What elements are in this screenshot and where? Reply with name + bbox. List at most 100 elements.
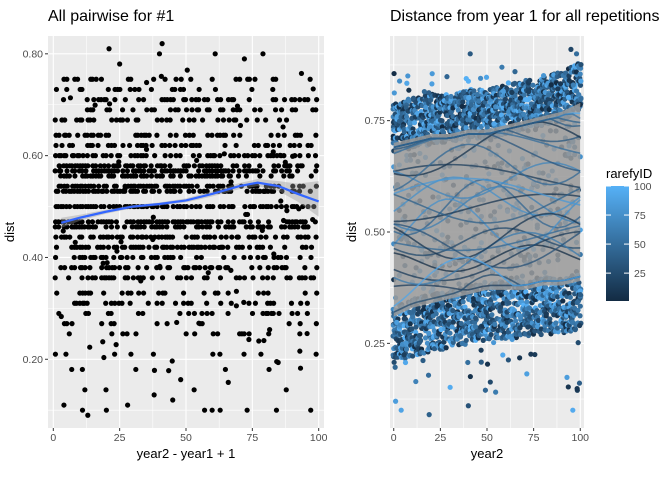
data-point <box>140 290 147 296</box>
data-point <box>85 219 91 225</box>
data-point <box>568 46 574 52</box>
data-point <box>304 310 310 317</box>
data-point <box>246 300 252 306</box>
data-point <box>204 310 210 317</box>
data-point <box>234 103 241 109</box>
data-point <box>280 234 287 240</box>
smooth-line <box>393 121 581 177</box>
data-point <box>58 313 64 320</box>
data-point <box>154 254 160 261</box>
data-point <box>480 337 486 343</box>
data-point <box>132 86 138 93</box>
data-point <box>296 188 303 194</box>
data-point <box>287 275 293 281</box>
data-point <box>407 321 413 327</box>
data-point <box>196 168 202 174</box>
data-point <box>84 300 90 306</box>
data-point <box>277 152 283 158</box>
data-point <box>243 211 249 218</box>
data-point <box>440 129 447 136</box>
data-point <box>170 244 176 250</box>
data-point <box>314 163 320 169</box>
data-point <box>196 320 202 326</box>
data-point <box>292 97 298 103</box>
data-point <box>565 94 572 100</box>
data-point <box>164 244 170 250</box>
data-point <box>133 331 139 337</box>
data-point <box>199 224 206 230</box>
smooth-line <box>60 181 320 224</box>
data-point <box>528 351 534 357</box>
data-point <box>294 168 301 174</box>
data-point <box>209 265 215 271</box>
data-point <box>99 321 105 327</box>
data-point <box>166 368 172 374</box>
data-point <box>225 168 231 174</box>
data-point <box>85 163 91 169</box>
data-point <box>119 290 125 296</box>
data-point <box>64 321 70 327</box>
data-point <box>308 254 314 261</box>
data-point <box>458 320 464 327</box>
data-point <box>272 107 279 113</box>
data-point <box>55 224 62 230</box>
data-point <box>168 153 174 159</box>
data-point <box>410 314 416 320</box>
data-point <box>233 76 239 82</box>
data-point <box>204 275 210 281</box>
data-point <box>84 153 90 159</box>
data-point <box>295 224 301 230</box>
data-point <box>177 183 183 189</box>
data-point <box>183 234 189 240</box>
data-point <box>439 124 445 130</box>
data-point <box>75 132 81 138</box>
x-tick-label: 50 <box>180 432 192 444</box>
data-point <box>235 173 242 179</box>
data-point <box>297 132 304 138</box>
smooth-line <box>393 161 581 199</box>
data-point <box>526 89 532 95</box>
data-point <box>392 364 398 370</box>
data-point <box>97 163 104 169</box>
data-point <box>128 76 134 82</box>
data-point <box>547 316 553 322</box>
data-point <box>433 311 439 317</box>
data-point <box>185 163 192 169</box>
smooth-line <box>393 244 581 273</box>
data-point <box>143 153 149 159</box>
data-point <box>435 113 441 119</box>
data-point <box>283 254 290 261</box>
data-point <box>110 173 117 179</box>
data-point <box>207 234 213 240</box>
data-point <box>575 307 581 313</box>
data-point <box>230 203 236 210</box>
data-point <box>491 121 497 127</box>
data-point <box>172 188 178 194</box>
data-point <box>205 270 211 276</box>
data-point <box>56 132 62 138</box>
data-point <box>521 92 527 98</box>
data-point <box>85 412 91 418</box>
data-point <box>313 234 319 240</box>
data-point <box>191 163 197 169</box>
data-point <box>578 96 584 102</box>
data-point <box>257 153 263 159</box>
data-point <box>106 46 112 52</box>
data-point <box>101 163 107 169</box>
data-point <box>295 234 301 240</box>
data-point <box>164 321 170 327</box>
data-point <box>189 97 195 103</box>
data-point <box>499 64 505 70</box>
data-point <box>181 244 187 250</box>
data-point <box>96 183 102 189</box>
data-point <box>190 153 196 159</box>
smooth-line <box>393 212 581 260</box>
data-point <box>247 244 253 250</box>
data-point <box>524 299 530 305</box>
data-point <box>207 224 213 230</box>
data-point <box>279 188 285 194</box>
data-point <box>302 290 308 296</box>
data-point <box>172 86 178 93</box>
data-point <box>218 300 224 306</box>
left-panel: All pairwise for #1 0 25 50 75 100 0.20 0.40 0.… <box>2 8 328 461</box>
